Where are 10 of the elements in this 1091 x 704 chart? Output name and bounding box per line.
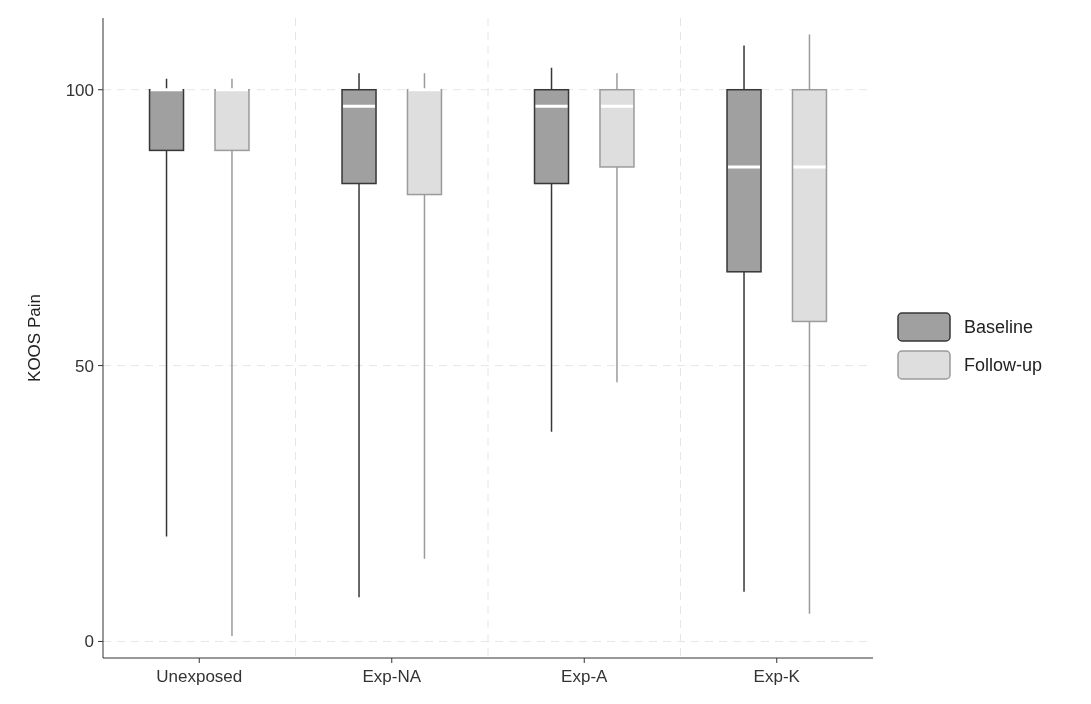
- y-axis-title: KOOS Pain: [25, 294, 44, 382]
- legend-label: Follow-up: [964, 355, 1043, 376]
- x-tick-label: Exp-A: [561, 667, 609, 686]
- y-tick-label: 100: [65, 80, 94, 100]
- x-tick-label: Exp-K: [753, 667, 801, 686]
- y-tick-label: 50: [75, 356, 94, 376]
- y-tick-label: 0: [84, 632, 94, 652]
- x-tick-label: Unexposed: [156, 667, 243, 686]
- legend-label: Baseline: [964, 317, 1034, 338]
- x-tick-label: Exp-NA: [362, 667, 422, 686]
